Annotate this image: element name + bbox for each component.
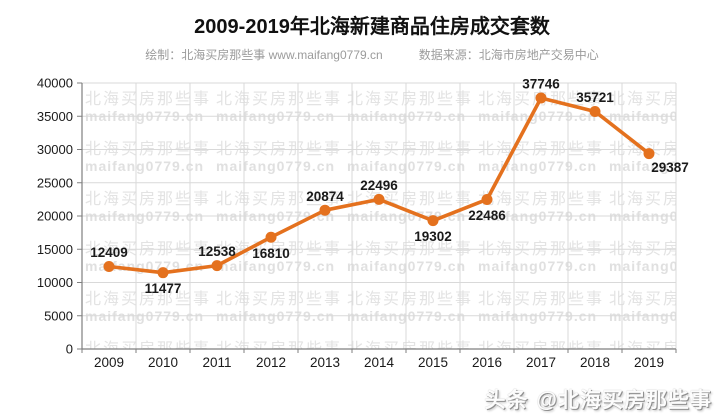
data-label: 19302 [414,229,452,244]
x-tick-label: 2013 [310,355,340,370]
chart-header: 2009-2019年北海新建商品住房成交套数 绘制：北海买房那些事 www.ma… [22,10,720,63]
y-tick-label: 30000 [37,142,73,157]
data-point [535,92,547,104]
x-tick-label: 2015 [418,355,448,370]
y-tick-label: 20000 [37,209,73,224]
x-tick-label: 2019 [634,355,664,370]
y-tick-label: 25000 [37,175,73,190]
x-tick-label: 2016 [472,355,502,370]
data-point [427,215,439,227]
data-point [157,267,169,279]
y-tick-label: 0 [66,342,73,357]
data-point [265,231,277,243]
toutiao-logo: 头条 [484,389,529,412]
data-source-text: 数据来源：北海市房地产交易中心 [418,48,599,62]
chart-subtitle: 绘制：北海买房那些事 www.maifang0779.cn 数据来源：北海市房地产… [22,46,720,63]
data-label: 12538 [198,244,236,259]
toutiao-watermark: 头条 @北海买房那些事 [485,384,712,414]
data-label: 16810 [252,246,290,261]
data-point [103,260,115,272]
x-tick-label: 2014 [364,355,395,370]
toutiao-handle: @北海买房那些事 [536,389,712,412]
chart-title: 2009-2019年北海新建商品住房成交套数 [194,16,550,38]
y-tick-label: 35000 [37,109,73,124]
data-label: 29387 [651,160,689,175]
y-tick-label: 40000 [37,76,73,91]
data-point [373,193,385,205]
data-label: 35721 [576,90,614,105]
x-tick-label: 2012 [256,355,286,370]
data-point [643,148,655,160]
data-label: 20874 [306,189,344,204]
x-tick-label: 2018 [580,355,610,370]
x-tick-label: 2009 [94,355,124,370]
data-label: 11477 [145,281,182,296]
y-tick-label: 15000 [37,242,73,257]
y-tick-label: 5000 [44,308,73,323]
data-point [481,193,493,205]
x-tick-label: 2010 [148,355,178,370]
x-tick-label: 2017 [526,355,556,370]
data-label: 22486 [468,208,506,223]
data-point [589,105,601,117]
data-label: 12409 [90,245,128,260]
data-label: 37746 [522,77,560,92]
credit-text: 绘制：北海买房那些事 www.maifang0779.cn [145,48,383,62]
data-label: 22496 [360,178,398,193]
y-tick-label: 10000 [37,275,73,290]
data-point [319,204,331,216]
x-tick-label: 2011 [202,355,231,370]
data-point [211,260,223,272]
